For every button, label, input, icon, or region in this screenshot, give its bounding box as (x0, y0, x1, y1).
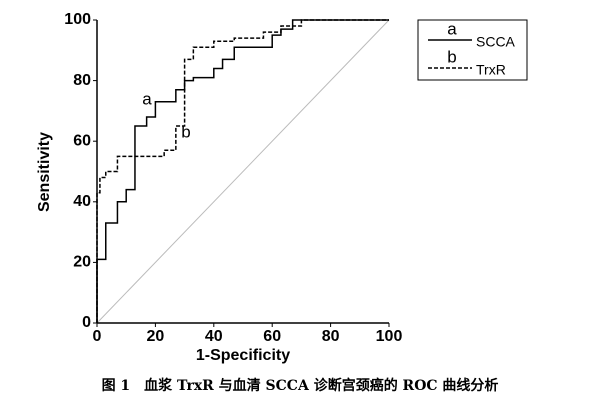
y-tick-label: 100 (64, 11, 91, 28)
legend-entry: TrxR (476, 62, 506, 78)
curve-annotation: a (142, 89, 152, 108)
x-tick-label: 100 (376, 328, 403, 345)
roc-line (96, 19, 389, 323)
y-tick-label: 60 (73, 132, 91, 149)
curve-annotation: b (181, 122, 190, 141)
legend-box (417, 19, 528, 81)
x-tick-label: 20 (147, 328, 165, 345)
y-tick-label: 20 (73, 254, 91, 271)
y-tick-label: 0 (82, 314, 91, 331)
y-tick-label: 80 (73, 72, 91, 89)
x-tick-label: 40 (205, 328, 223, 345)
x-tick-label: 0 (93, 328, 102, 345)
caption: 图 1 血浆 TrxR 与血清 SCCA 诊断宫颈癌的 ROC 曲线分析 (102, 377, 499, 394)
x-tick-label: 60 (263, 328, 281, 345)
x-tick-label: 80 (322, 328, 340, 345)
y-axis-label: Sensitivity (36, 132, 53, 212)
x-axis-label: 1-Specificity (196, 347, 290, 364)
reference-line (96, 19, 390, 324)
legend-label: b (447, 47, 456, 66)
y-tick-label: 40 (73, 193, 91, 210)
legend-label: a (447, 19, 457, 38)
legend-entry: SCCA (476, 34, 516, 50)
